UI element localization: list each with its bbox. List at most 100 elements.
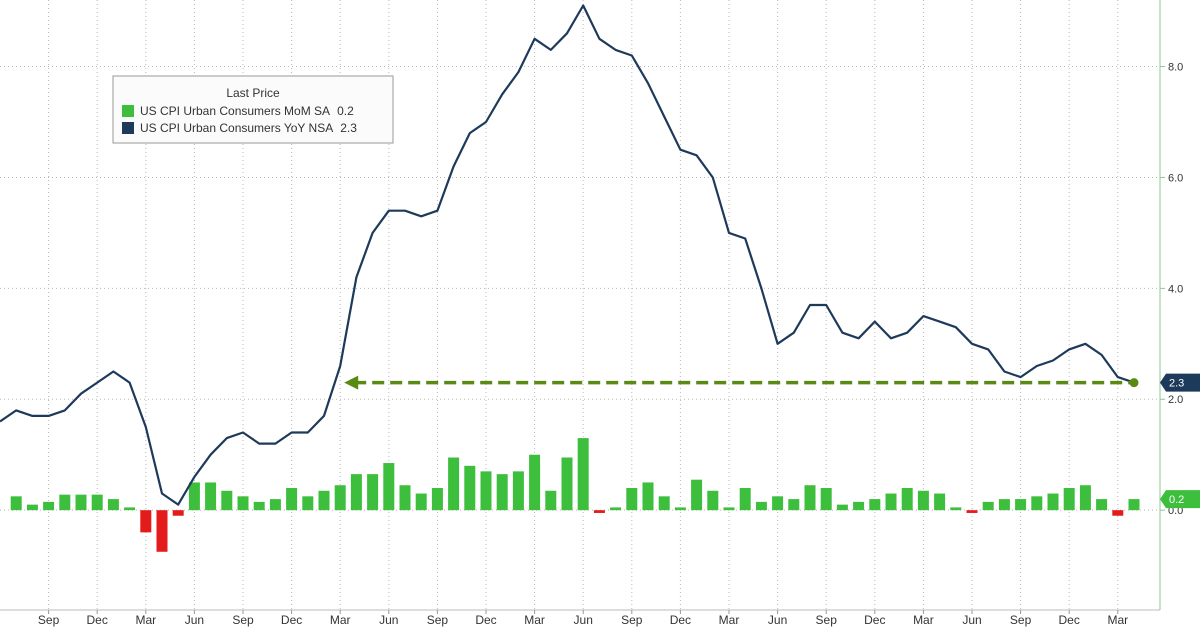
x-tick-label: Dec	[87, 613, 108, 627]
bar	[269, 499, 281, 511]
bar	[26, 504, 38, 511]
bar	[593, 510, 605, 513]
bar	[691, 479, 703, 511]
x-tick-label: Sep	[232, 613, 254, 627]
bar	[399, 485, 411, 511]
y-tick-label: 8.0	[1168, 61, 1183, 73]
bar	[318, 490, 330, 511]
bar	[10, 496, 22, 511]
annotation-dot	[1129, 378, 1139, 388]
bar	[496, 474, 508, 511]
bar	[1096, 499, 1108, 511]
bar	[107, 499, 119, 511]
bar	[43, 501, 55, 511]
legend-swatch	[122, 122, 134, 134]
legend-label: US CPI Urban Consumers YoY NSA	[140, 121, 333, 135]
bar	[917, 490, 929, 511]
bar	[1128, 499, 1140, 511]
bar	[545, 490, 557, 511]
bar	[820, 488, 832, 511]
x-tick-label: Sep	[38, 613, 60, 627]
legend-box	[112, 75, 394, 144]
bar	[1031, 496, 1043, 511]
bar	[561, 457, 573, 511]
x-tick-label: Jun	[185, 613, 204, 627]
bar	[934, 493, 946, 511]
y-tick-label: 2.0	[1168, 394, 1183, 406]
bar	[237, 496, 249, 511]
x-tick-label: Sep	[816, 613, 838, 627]
bar	[334, 485, 346, 511]
x-tick-label: Jun	[768, 613, 787, 627]
bar	[982, 501, 994, 511]
x-tick-label: Dec	[670, 613, 691, 627]
bar	[367, 474, 379, 511]
legend: Last Price US CPI Urban Consumers MoM SA…	[112, 75, 394, 144]
bar	[512, 471, 524, 511]
bar	[804, 485, 816, 511]
bar	[415, 493, 427, 511]
bar	[188, 482, 200, 511]
legend-value: 2.3	[340, 121, 357, 135]
bar	[901, 488, 913, 511]
bar	[950, 507, 962, 511]
bar	[885, 493, 897, 511]
last-value-label: 0.2	[1169, 494, 1184, 506]
bar	[739, 488, 751, 511]
bar	[124, 507, 136, 511]
bar	[998, 499, 1010, 511]
x-tick-label: Jun	[962, 613, 981, 627]
bar	[350, 474, 362, 511]
y-tick-label: 6.0	[1168, 172, 1183, 184]
x-tick-label: Mar	[330, 613, 351, 627]
line	[0, 4, 1135, 506]
bar	[59, 494, 71, 511]
bar	[869, 499, 881, 511]
bar	[302, 496, 314, 511]
x-tick-label: Dec	[281, 613, 302, 627]
x-tick-label: Dec	[1059, 613, 1080, 627]
bar	[853, 501, 865, 511]
bar	[610, 507, 622, 511]
bar	[658, 496, 670, 511]
bar	[1112, 510, 1124, 516]
x-tick-label: Mar	[524, 613, 545, 627]
x-tick-label: Sep	[621, 613, 643, 627]
x-tick-label: Jun	[379, 613, 398, 627]
y-tick-label: 4.0	[1168, 283, 1183, 295]
bar	[253, 501, 265, 511]
annotation-arrowhead	[344, 375, 359, 390]
x-tick-label: Mar	[913, 613, 934, 627]
bar	[1015, 499, 1027, 511]
bar	[156, 510, 168, 552]
x-tick-label: Dec	[475, 613, 496, 627]
bar	[674, 507, 686, 511]
bar	[221, 490, 233, 511]
bar	[772, 496, 784, 511]
bar	[966, 510, 978, 513]
bar	[626, 488, 638, 511]
x-tick-label: Mar	[135, 613, 156, 627]
legend-label: US CPI Urban Consumers MoM SA	[140, 104, 330, 118]
bar	[707, 490, 719, 511]
x-tick-label: Mar	[719, 613, 740, 627]
bar	[464, 465, 476, 511]
bar	[642, 482, 654, 511]
bar	[577, 438, 589, 511]
bar	[205, 482, 217, 511]
bar	[91, 494, 103, 511]
bar	[788, 499, 800, 511]
last-value-label: 2.3	[1169, 378, 1184, 390]
bar	[723, 507, 735, 511]
bar	[1079, 485, 1091, 511]
bar	[431, 488, 443, 511]
legend-swatch	[122, 105, 134, 117]
bar	[755, 501, 767, 511]
x-tick-label: Mar	[1107, 613, 1128, 627]
bar	[480, 471, 492, 511]
bar	[448, 457, 460, 511]
last-value-tag	[1160, 490, 1200, 509]
legend-value: 0.2	[337, 104, 354, 118]
